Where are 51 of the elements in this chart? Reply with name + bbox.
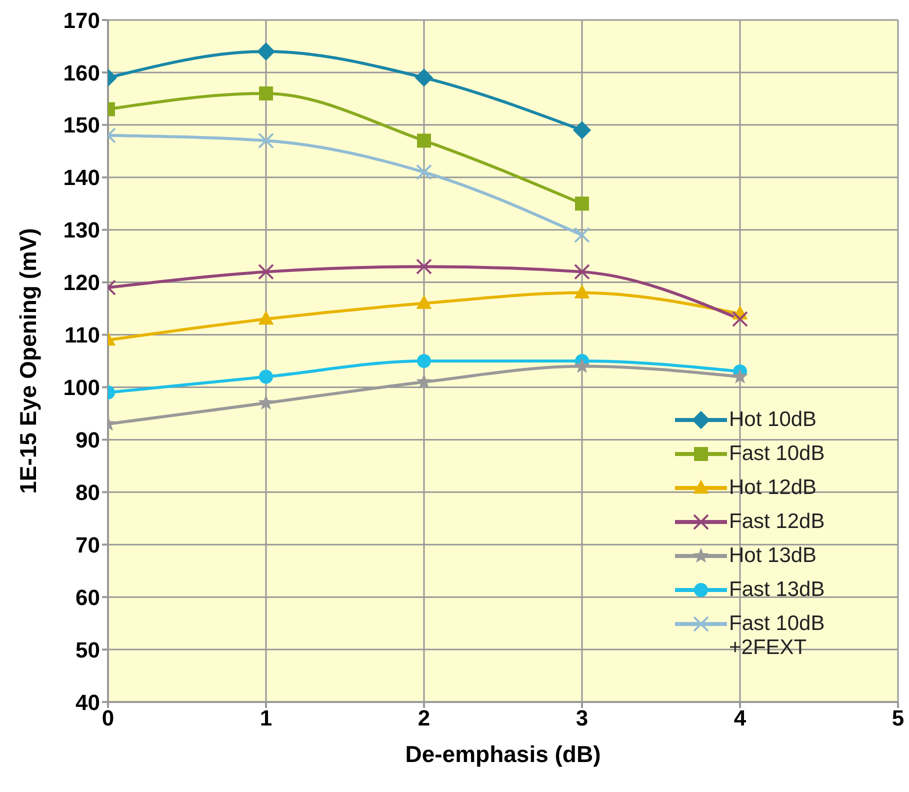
point xyxy=(572,121,592,140)
legend-label: Hot 10dB xyxy=(729,408,817,432)
point xyxy=(259,86,273,100)
point xyxy=(574,227,590,244)
y-tick-label: 70 xyxy=(76,532,100,558)
legend-label: Hot 13dB xyxy=(729,544,817,568)
y-tick-label: 80 xyxy=(76,480,100,505)
point xyxy=(416,374,432,389)
point xyxy=(575,196,589,211)
y-tick-label: 130 xyxy=(63,218,100,243)
y-tick-label: 90 xyxy=(76,428,100,452)
legend-label: Fast 10dB xyxy=(729,442,825,466)
point xyxy=(417,354,431,368)
y-axis-title: 1E-15 Eye Opening (mV) xyxy=(15,228,42,494)
y-tick-label: 120 xyxy=(63,270,100,296)
point xyxy=(574,264,590,280)
point xyxy=(258,132,274,149)
point xyxy=(258,310,274,325)
point xyxy=(732,311,748,328)
y-tick-label: 60 xyxy=(76,584,100,610)
y-tick-label: 150 xyxy=(63,112,100,138)
legend-label: Fast 10dB +2FEXT xyxy=(729,612,825,660)
x-tick-label: 1 xyxy=(260,706,272,731)
point xyxy=(732,368,748,384)
point xyxy=(574,284,590,298)
legend-label: Fast 13dB xyxy=(729,578,825,602)
x-axis-title: De-emphasis (dB) xyxy=(405,741,601,767)
point xyxy=(258,264,274,280)
point xyxy=(416,294,432,309)
point xyxy=(256,42,276,61)
point xyxy=(414,68,434,87)
x-tick-label: 0 xyxy=(102,706,114,731)
point xyxy=(416,258,432,275)
x-tick-label: 5 xyxy=(892,706,904,731)
x-tick-label: 3 xyxy=(576,706,588,731)
x-tick-label: 4 xyxy=(734,706,747,731)
y-tick-label: 40 xyxy=(76,690,100,715)
legend-label: Fast 12dB xyxy=(729,510,825,534)
point xyxy=(258,394,274,410)
point xyxy=(417,134,431,148)
legend-label: Hot 12dB xyxy=(729,476,817,500)
y-tick-label: 110 xyxy=(64,322,100,348)
point xyxy=(416,164,432,180)
point xyxy=(574,358,590,374)
x-tick-label: 2 xyxy=(418,706,430,731)
y-tick-label: 140 xyxy=(63,165,100,190)
point xyxy=(259,370,273,384)
y-tick-label: 160 xyxy=(63,60,100,86)
y-tick-label: 100 xyxy=(63,375,100,400)
y-tick-label: 170 xyxy=(63,8,100,33)
y-tick-label: 50 xyxy=(76,637,100,662)
